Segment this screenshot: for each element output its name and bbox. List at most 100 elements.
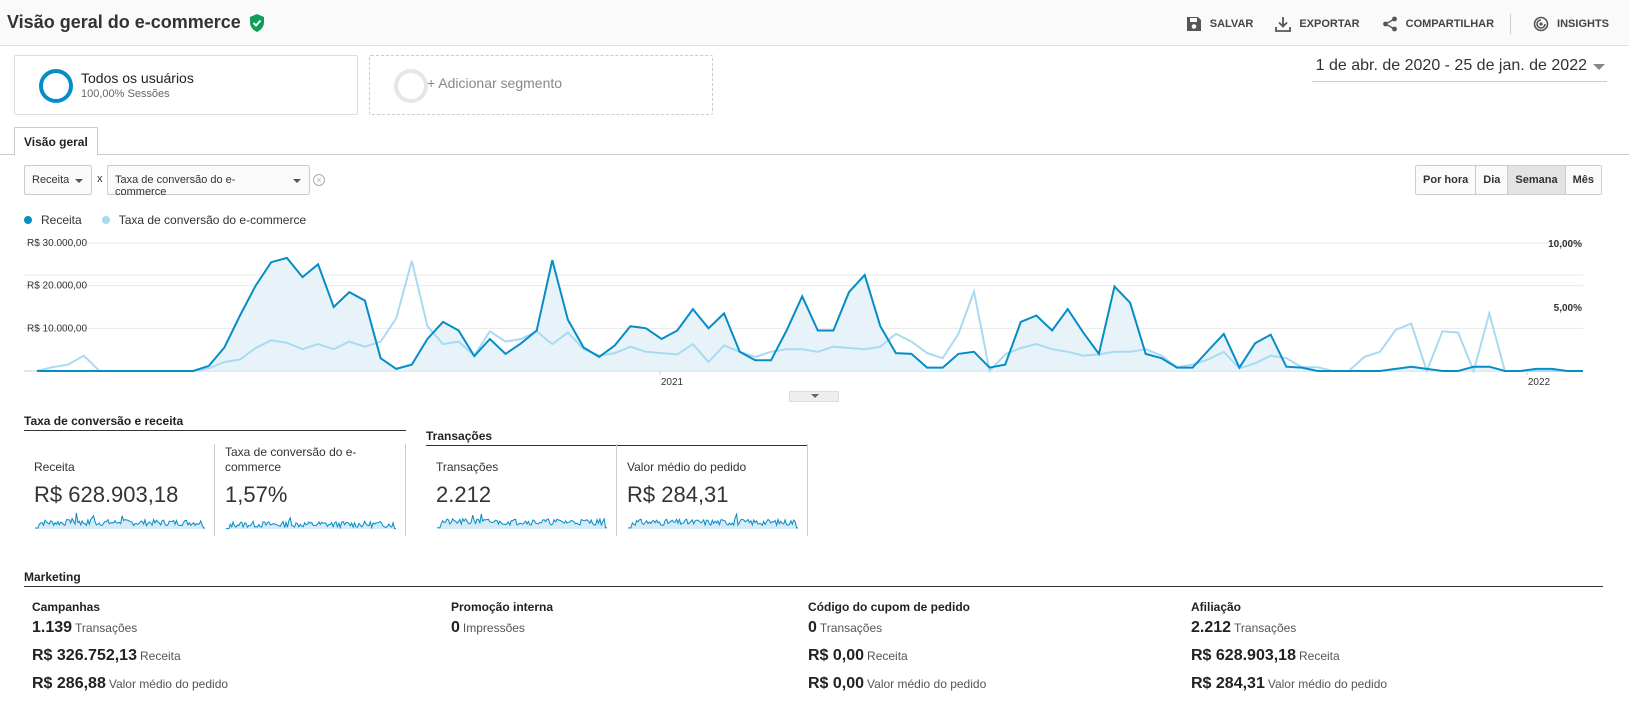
marketing-internal-promo-impressions[interactable]: 0 Impressões xyxy=(451,619,525,637)
sparkline-area xyxy=(437,514,607,529)
legend-dot-revenue xyxy=(24,216,32,224)
report-actions: SALVAR EXPORTAR COMPARTILHAR INSIGHTS xyxy=(1164,14,1609,34)
unit: Valor médio do pedido xyxy=(867,677,987,691)
unit: Receita xyxy=(139,649,181,663)
marketing-campaigns-transactions[interactable]: 1.139 Transações xyxy=(32,619,137,637)
unit: Valor médio do pedido xyxy=(1267,677,1388,691)
marketing-campaigns-revenue[interactable]: R$ 326.752,13 Receita xyxy=(32,647,181,665)
report-title-text: Visão geral do e-commerce xyxy=(7,12,241,32)
y-right-tick-label: 5,00% xyxy=(1554,303,1582,314)
y-right-tick-label: 10,00% xyxy=(1548,239,1582,250)
unit: Transações xyxy=(75,621,138,635)
unit: Transações xyxy=(1234,621,1297,635)
sparkline-revenue xyxy=(35,512,205,529)
export-label: EXPORTAR xyxy=(1299,18,1360,30)
insights-label: INSIGHTS xyxy=(1557,18,1609,30)
metric-avg-order-value[interactable]: Valor médio do pedido xyxy=(627,460,797,475)
marketing-coupon-title: Código do cupom de pedido xyxy=(808,600,970,614)
export-button[interactable]: EXPORTAR xyxy=(1275,16,1360,32)
sparkline-line xyxy=(35,512,205,529)
collapse-chart-toggle[interactable] xyxy=(789,391,839,402)
section-title-transactions: Transações xyxy=(426,429,808,446)
marketing-internal-promo-title: Promoção interna xyxy=(451,600,554,614)
unit: Receita xyxy=(867,649,908,663)
x-tick-label: 2022 xyxy=(1528,377,1551,388)
download-icon xyxy=(1275,17,1292,32)
tab-overview[interactable]: Visão geral xyxy=(14,127,98,156)
segment-title: Todos os usuários xyxy=(81,70,194,86)
clear-secondary-metric-icon[interactable]: × xyxy=(313,174,325,186)
legend-label-revenue: Receita xyxy=(41,213,82,227)
x-tick-label: 2021 xyxy=(661,377,684,388)
metric-conversion-label: Taxa de conversão do e-commerce xyxy=(225,445,357,474)
insights-button[interactable]: INSIGHTS xyxy=(1533,16,1609,32)
primary-metric-select[interactable]: Receita xyxy=(24,165,92,195)
granularity-day-button[interactable]: Dia xyxy=(1475,166,1508,194)
revenue-conversion-chart[interactable]: R$ 30.000,00 R$ 20.000,00 R$ 10.000,00 10,0… xyxy=(0,228,1629,388)
value: R$ 0,00 xyxy=(808,647,865,664)
legend-label-conversion: Taxa de conversão do e-commerce xyxy=(118,213,307,227)
marketing-affiliation-aov[interactable]: R$ 284,31 Valor médio do pedido xyxy=(1191,675,1387,693)
add-segment-label: + Adicionar segmento xyxy=(427,75,563,91)
segment-all-users[interactable]: Todos os usuários 100,00% Sessões xyxy=(14,55,358,115)
marketing-campaigns-aov[interactable]: R$ 286,88 Valor médio do pedido xyxy=(32,675,228,693)
sparkline-conversion xyxy=(226,516,396,530)
share-label: COMPARTILHAR xyxy=(1405,18,1495,30)
metric-transactions[interactable]: Transações xyxy=(436,460,606,475)
sparkline-line xyxy=(628,512,798,529)
save-label: SALVAR xyxy=(1209,18,1254,30)
chart-legend: Receita Taxa de conversão do e-commerce xyxy=(24,213,326,227)
add-segment-button[interactable]: + Adicionar segmento xyxy=(369,55,713,115)
secondary-metric-select[interactable]: Taxa de conversão do e-commerce xyxy=(107,165,310,198)
metric-transactions-value: 2.212 xyxy=(436,482,492,507)
value: 1.139 xyxy=(32,619,73,636)
marketing-coupon-transactions[interactable]: 0 Transações xyxy=(808,619,882,637)
date-range-picker[interactable]: 1 de abr. de 2020 - 25 de jan. de 2022 xyxy=(1311,57,1607,82)
sparkline-line xyxy=(226,516,396,530)
y-left-tick-label: R$ 30.000,00 xyxy=(27,238,87,249)
metric-transactions-label: Transações xyxy=(436,460,499,474)
report-title: Visão geral do e-commerce xyxy=(7,12,265,33)
revenue-series-line xyxy=(37,256,1583,372)
metric-aov-label: Valor médio do pedido xyxy=(627,460,747,474)
actions-divider xyxy=(1510,14,1512,34)
unit: Valor médio do pedido xyxy=(108,677,229,691)
empty-segment-ring-icon xyxy=(394,69,428,103)
value: R$ 286,88 xyxy=(32,675,106,692)
marketing-coupon-aov[interactable]: R$ 0,00 Valor médio do pedido xyxy=(808,675,986,693)
marketing-affiliation-revenue[interactable]: R$ 628.903,18 Receita xyxy=(1191,647,1340,665)
value: R$ 0,00 xyxy=(808,675,865,692)
value: R$ 284,31 xyxy=(1191,675,1265,692)
metric-conversion-rate[interactable]: Taxa de conversão do e-commerce xyxy=(225,445,385,475)
legend-item-revenue: Receita xyxy=(24,213,82,227)
sparkline-transactions xyxy=(437,513,607,529)
section-title-conversion: Taxa de conversão e receita xyxy=(24,414,406,431)
save-button[interactable]: SALVAR xyxy=(1186,16,1254,32)
value: R$ 326.752,13 xyxy=(32,647,137,664)
legend-dot-conversion xyxy=(101,216,110,224)
marketing-coupon-revenue[interactable]: R$ 0,00 Receita xyxy=(808,647,908,665)
save-icon xyxy=(1186,17,1201,31)
sparkline-aov xyxy=(628,512,798,529)
verified-shield-icon xyxy=(249,13,264,32)
value: 0 xyxy=(451,619,460,636)
segment-ring-icon xyxy=(39,69,73,103)
value: R$ 628.903,18 xyxy=(1191,647,1296,664)
metric-divider xyxy=(807,444,808,536)
granularity-week-button[interactable]: Semana xyxy=(1507,166,1565,194)
conversion-series-line xyxy=(36,260,1583,375)
metric-separator: x xyxy=(97,173,103,185)
value: 0 xyxy=(808,619,817,636)
section-title-marketing: Marketing xyxy=(24,570,1603,587)
sparkline-area xyxy=(35,513,205,529)
share-icon xyxy=(1382,16,1397,32)
marketing-affiliation-transactions[interactable]: 2.212 Transações xyxy=(1191,619,1296,637)
unit: Receita xyxy=(1298,649,1340,663)
granularity-month-button[interactable]: Mês xyxy=(1564,166,1601,194)
metric-revenue[interactable]: Receita xyxy=(34,460,204,475)
metric-revenue-label: Receita xyxy=(34,460,75,474)
granularity-hour-button[interactable]: Por hora xyxy=(1416,166,1476,194)
share-button[interactable]: COMPARTILHAR xyxy=(1382,16,1494,32)
report-header: Visão geral do e-commerce SALVAR EXPORTA… xyxy=(0,0,1629,46)
metric-divider xyxy=(616,444,617,536)
